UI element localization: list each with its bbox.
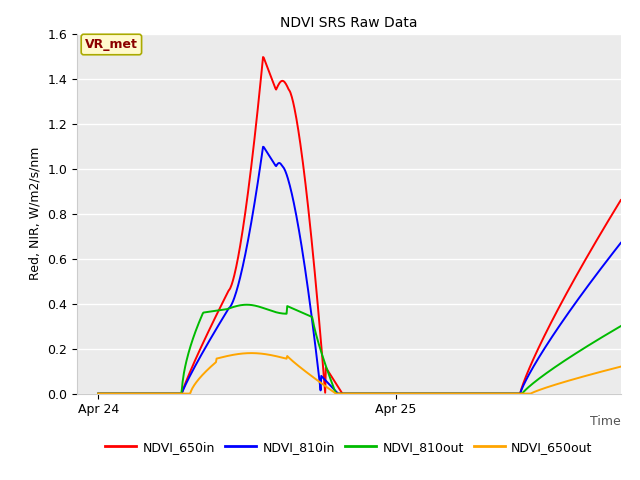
Y-axis label: Red, NIR, W/m2/s/nm: Red, NIR, W/m2/s/nm bbox=[29, 147, 42, 280]
Text: VR_met: VR_met bbox=[85, 38, 138, 51]
Title: NDVI SRS Raw Data: NDVI SRS Raw Data bbox=[280, 16, 417, 30]
Text: Time: Time bbox=[590, 415, 621, 428]
Legend: NDVI_650in, NDVI_810in, NDVI_810out, NDVI_650out: NDVI_650in, NDVI_810in, NDVI_810out, NDV… bbox=[100, 436, 598, 459]
